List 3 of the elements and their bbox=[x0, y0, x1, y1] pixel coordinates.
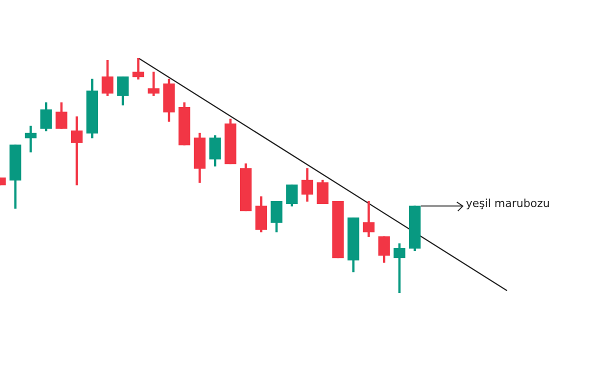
candlestick bbox=[24, 126, 37, 152]
candlestick bbox=[70, 116, 83, 186]
annotation: yeşil marubozu bbox=[466, 196, 550, 210]
